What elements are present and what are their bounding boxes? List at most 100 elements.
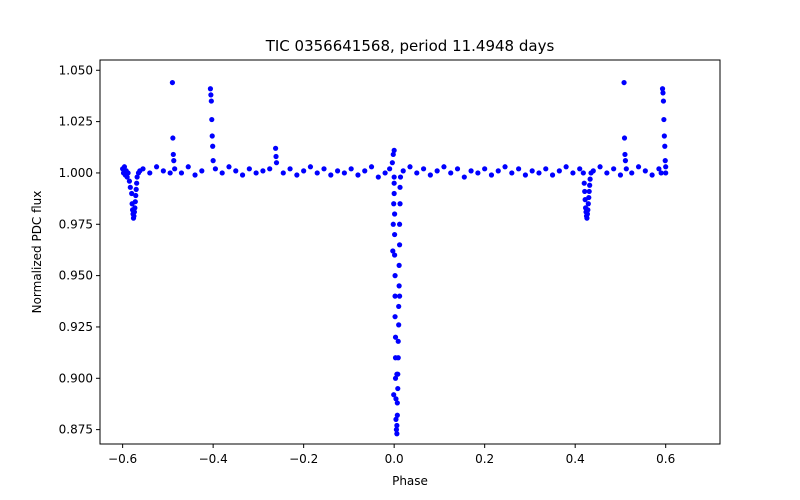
data-point: [427, 172, 433, 178]
data-point: [171, 158, 177, 164]
data-point: [397, 201, 403, 207]
data-point: [307, 164, 314, 170]
data-point: [414, 170, 420, 176]
y-tick-label: 0.900: [59, 371, 93, 385]
data-point: [126, 178, 133, 184]
data-point: [441, 164, 447, 170]
data-point: [662, 143, 668, 149]
data-point: [391, 174, 397, 180]
data-point: [219, 170, 225, 176]
data-point: [448, 170, 454, 176]
data-point: [586, 194, 592, 201]
data-point: [133, 192, 139, 199]
data-point: [661, 133, 667, 139]
data-point: [629, 170, 635, 176]
data-point: [390, 151, 396, 158]
data-point: [536, 170, 542, 176]
data-point: [348, 166, 354, 172]
data-point: [334, 168, 341, 174]
data-point: [658, 170, 664, 176]
data-point: [355, 172, 361, 178]
data-point: [273, 153, 279, 160]
data-point: [394, 400, 400, 406]
x-axis-title: Phase: [392, 474, 428, 488]
y-tick-label: 1.000: [59, 166, 93, 180]
x-tick-label: 0.6: [656, 452, 675, 466]
data-point: [368, 164, 375, 170]
data-point: [390, 248, 396, 254]
data-point: [132, 205, 138, 211]
data-point: [543, 166, 549, 172]
data-point: [663, 170, 669, 176]
data-point: [209, 116, 215, 123]
data-point: [294, 172, 300, 178]
data-point: [160, 168, 166, 174]
data-point: [660, 98, 667, 104]
data-point: [642, 168, 648, 174]
data-point: [199, 168, 205, 174]
data-point: [617, 172, 624, 178]
data-point: [400, 168, 406, 174]
data-point: [662, 158, 668, 164]
data-point: [233, 168, 239, 174]
y-tick-label: 1.025: [59, 115, 93, 129]
data-point: [172, 166, 178, 172]
data-point: [395, 338, 401, 344]
data-point: [392, 211, 398, 217]
data-point: [134, 180, 140, 186]
x-tick-label: 0.2: [475, 452, 494, 466]
data-point: [394, 412, 400, 418]
y-tick-label: 0.950: [59, 269, 93, 283]
data-point: [185, 164, 191, 170]
data-point: [434, 168, 440, 174]
data-point: [273, 160, 280, 166]
data-point: [210, 158, 216, 164]
data-point: [482, 166, 488, 172]
data-point: [468, 168, 474, 174]
data-point: [167, 170, 173, 176]
data-point: [461, 174, 467, 180]
data-point: [246, 166, 252, 172]
data-point: [649, 172, 655, 178]
data-point: [393, 416, 399, 422]
data-point: [660, 90, 666, 96]
data-point: [475, 170, 481, 176]
data-point: [341, 170, 347, 176]
data-point: [635, 164, 642, 170]
data-point: [140, 166, 146, 172]
data-point: [516, 166, 522, 172]
y-tick-label: 0.925: [59, 320, 93, 334]
data-point: [129, 190, 135, 197]
data-point: [420, 166, 427, 172]
data-point: [396, 221, 403, 227]
data-point: [397, 174, 404, 180]
data-point: [239, 172, 246, 178]
data-point: [590, 168, 596, 174]
data-point: [585, 201, 591, 207]
data-point: [387, 166, 393, 172]
data-point: [584, 215, 590, 221]
x-tick-label: −0.6: [108, 452, 137, 466]
data-point: [392, 314, 398, 320]
chart-title: TIC 0356641568, period 11.4948 days: [265, 37, 555, 55]
data-point: [580, 170, 586, 176]
data-point: [395, 385, 401, 392]
data-point: [611, 166, 617, 172]
data-point: [207, 86, 214, 92]
data-point: [153, 164, 160, 170]
data-point: [134, 174, 140, 180]
data-point: [584, 211, 591, 217]
data-point: [125, 170, 131, 176]
data-point: [621, 79, 627, 86]
x-tick-label: −0.4: [199, 452, 228, 466]
y-tick-label: 1.050: [59, 63, 93, 77]
data-point: [396, 242, 403, 248]
data-point: [210, 143, 216, 149]
data-point: [301, 168, 307, 174]
data-point: [392, 231, 398, 238]
data-point: [495, 168, 501, 174]
data-point: [287, 166, 293, 172]
data-point: [502, 164, 508, 170]
